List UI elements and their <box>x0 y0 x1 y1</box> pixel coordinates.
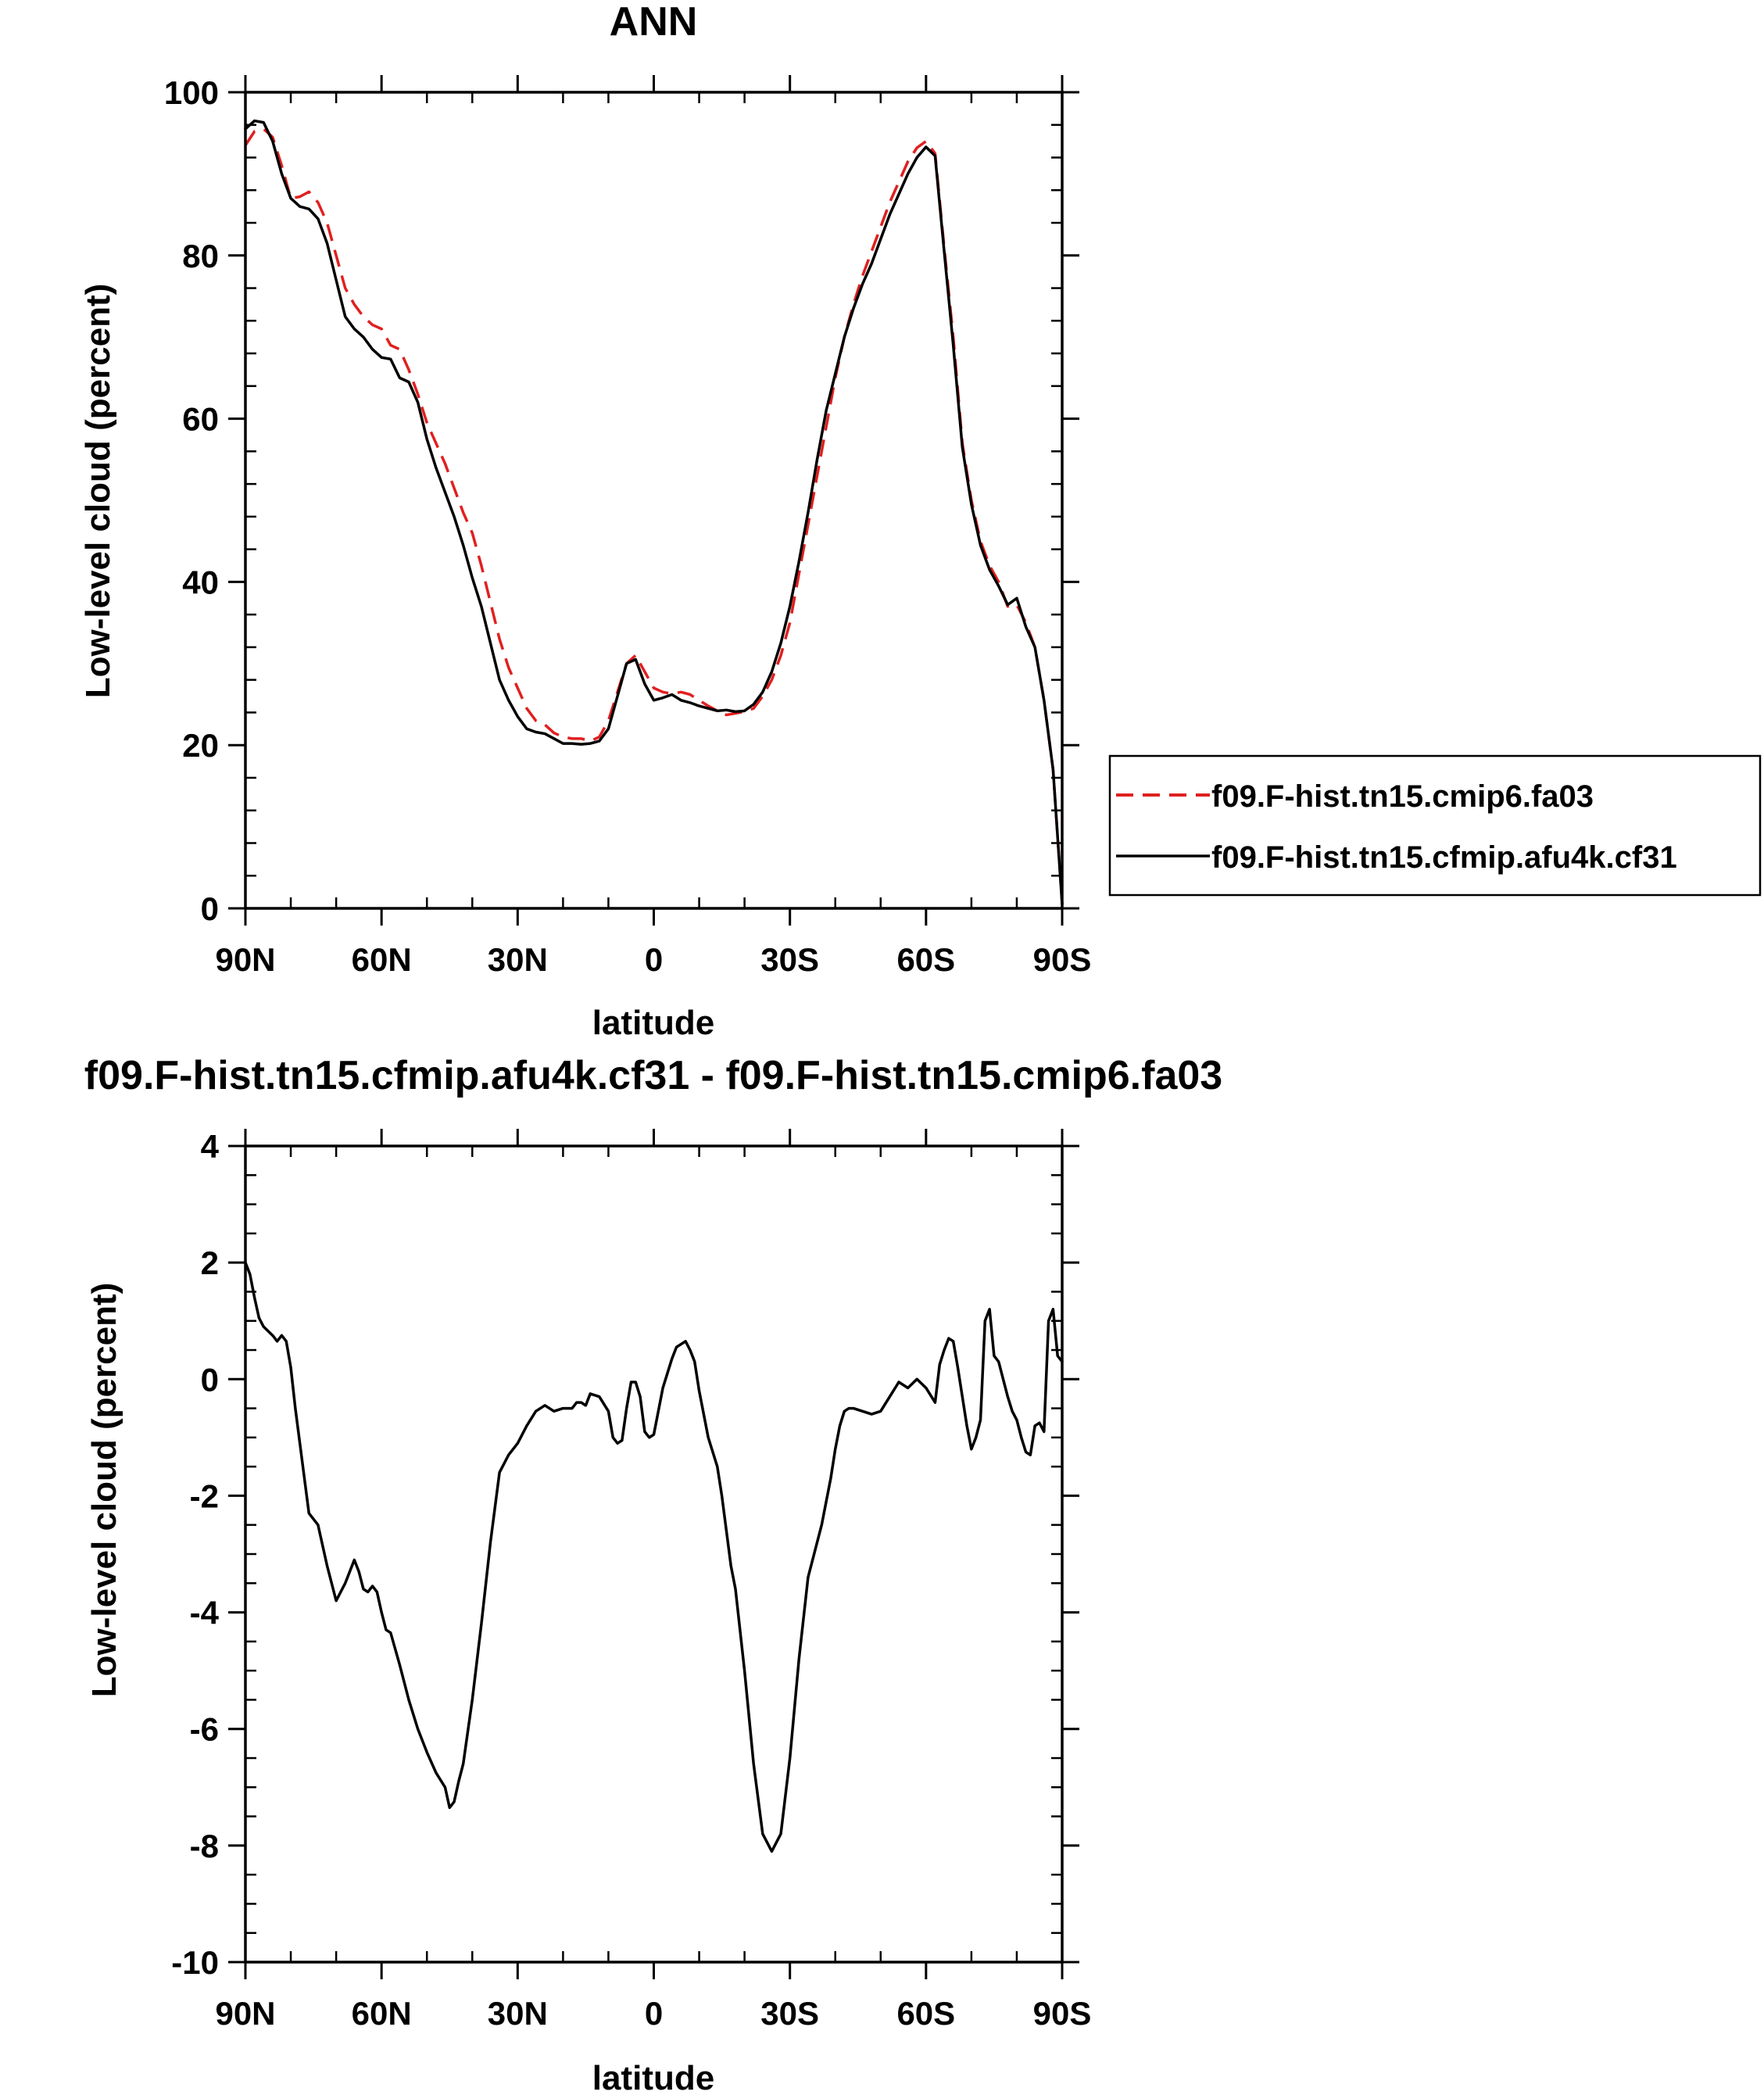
top-x-tick-label: 30S <box>760 941 819 978</box>
bottom-axis-ticks <box>228 1129 1079 1979</box>
top-x-tick-label: 30N <box>488 941 548 978</box>
top-y-tick-label: 100 <box>164 74 219 111</box>
top-x-tick-label: 90N <box>215 941 275 978</box>
bottom-x-tick-label: 0 <box>645 1995 663 2032</box>
bottom-x-tick-label: 90S <box>1033 1995 1092 2032</box>
bottom-x-tick-label: 90N <box>215 1995 275 2032</box>
bottom-x-axis-label: latitude <box>592 2059 714 2095</box>
bottom-plot-frame <box>244 1144 1064 1964</box>
top-chart: ANN Low-level cloud (percent) latitude 0… <box>79 0 1091 1042</box>
top-plot-frame <box>244 91 1064 910</box>
legend-box <box>1108 754 1762 897</box>
bottom-y-tick-label: 0 <box>201 1361 219 1398</box>
bottom-series-lines <box>244 1261 1064 1853</box>
bottom-tick-labels: -10 -8 -6 -4 -2 0 2 4 90N 60N 30N 0 30S 60S 90S <box>171 1128 1091 2032</box>
top-x-tick-label: 0 <box>645 941 663 978</box>
top-y-tick-label: 80 <box>182 238 219 274</box>
bottom-x-tick-label: 30N <box>488 1995 548 2032</box>
top-x-axis-label: latitude <box>592 1004 714 1042</box>
bottom-series-line-1 <box>244 1261 1064 1853</box>
legend: f09.F-hist.tn15.cmip6.fa03 f09.F-hist.tn… <box>1108 754 1762 897</box>
top-chart-title: ANN <box>610 0 698 45</box>
bottom-y-tick-label: 2 <box>201 1244 219 1281</box>
top-x-tick-label: 60S <box>896 941 955 978</box>
legend-label-cmip6: f09.F-hist.tn15.cmip6.fa03 <box>1211 779 1594 814</box>
bottom-y-tick-label: -4 <box>190 1595 220 1631</box>
top-series-line-2 <box>244 119 1064 906</box>
top-series-line-1 <box>244 127 1064 904</box>
top-x-tick-label: 60N <box>352 941 412 978</box>
bottom-y-tick-label: -6 <box>190 1711 219 1748</box>
top-tick-labels: 0 20 40 60 80 100 90N 60N 30N 0 30S 60S 90S <box>164 74 1091 978</box>
bottom-y-tick-label: -10 <box>171 1944 219 1981</box>
bottom-x-tick-label: 30S <box>760 1995 819 2032</box>
bottom-chart: f09.F-hist.tn15.cfmip.afu4k.cf31 - f09.F… <box>84 1053 1222 2095</box>
top-y-axis-label: Low-level cloud (percent) <box>79 284 117 699</box>
top-x-tick-label: 90S <box>1033 941 1092 978</box>
bottom-x-tick-label: 60S <box>896 1995 955 2032</box>
top-y-tick-label: 20 <box>182 727 219 764</box>
bottom-x-tick-label: 60N <box>352 1995 412 2032</box>
bottom-y-tick-label: -2 <box>190 1477 219 1514</box>
legend-label-cfmip: f09.F-hist.tn15.cfmip.afu4k.cf31 <box>1211 840 1677 875</box>
top-y-tick-label: 0 <box>201 890 219 927</box>
top-series-lines <box>244 119 1064 906</box>
top-axis-ticks <box>228 75 1079 926</box>
bottom-y-axis-label: Low-level cloud (percent) <box>85 1283 123 1698</box>
bottom-chart-title: f09.F-hist.tn15.cfmip.afu4k.cf31 - f09.F… <box>84 1053 1222 1098</box>
bottom-y-tick-label: 4 <box>201 1128 220 1165</box>
top-y-tick-label: 60 <box>182 401 219 438</box>
bottom-y-tick-label: -8 <box>190 1828 219 1864</box>
top-y-tick-label: 40 <box>182 564 219 600</box>
